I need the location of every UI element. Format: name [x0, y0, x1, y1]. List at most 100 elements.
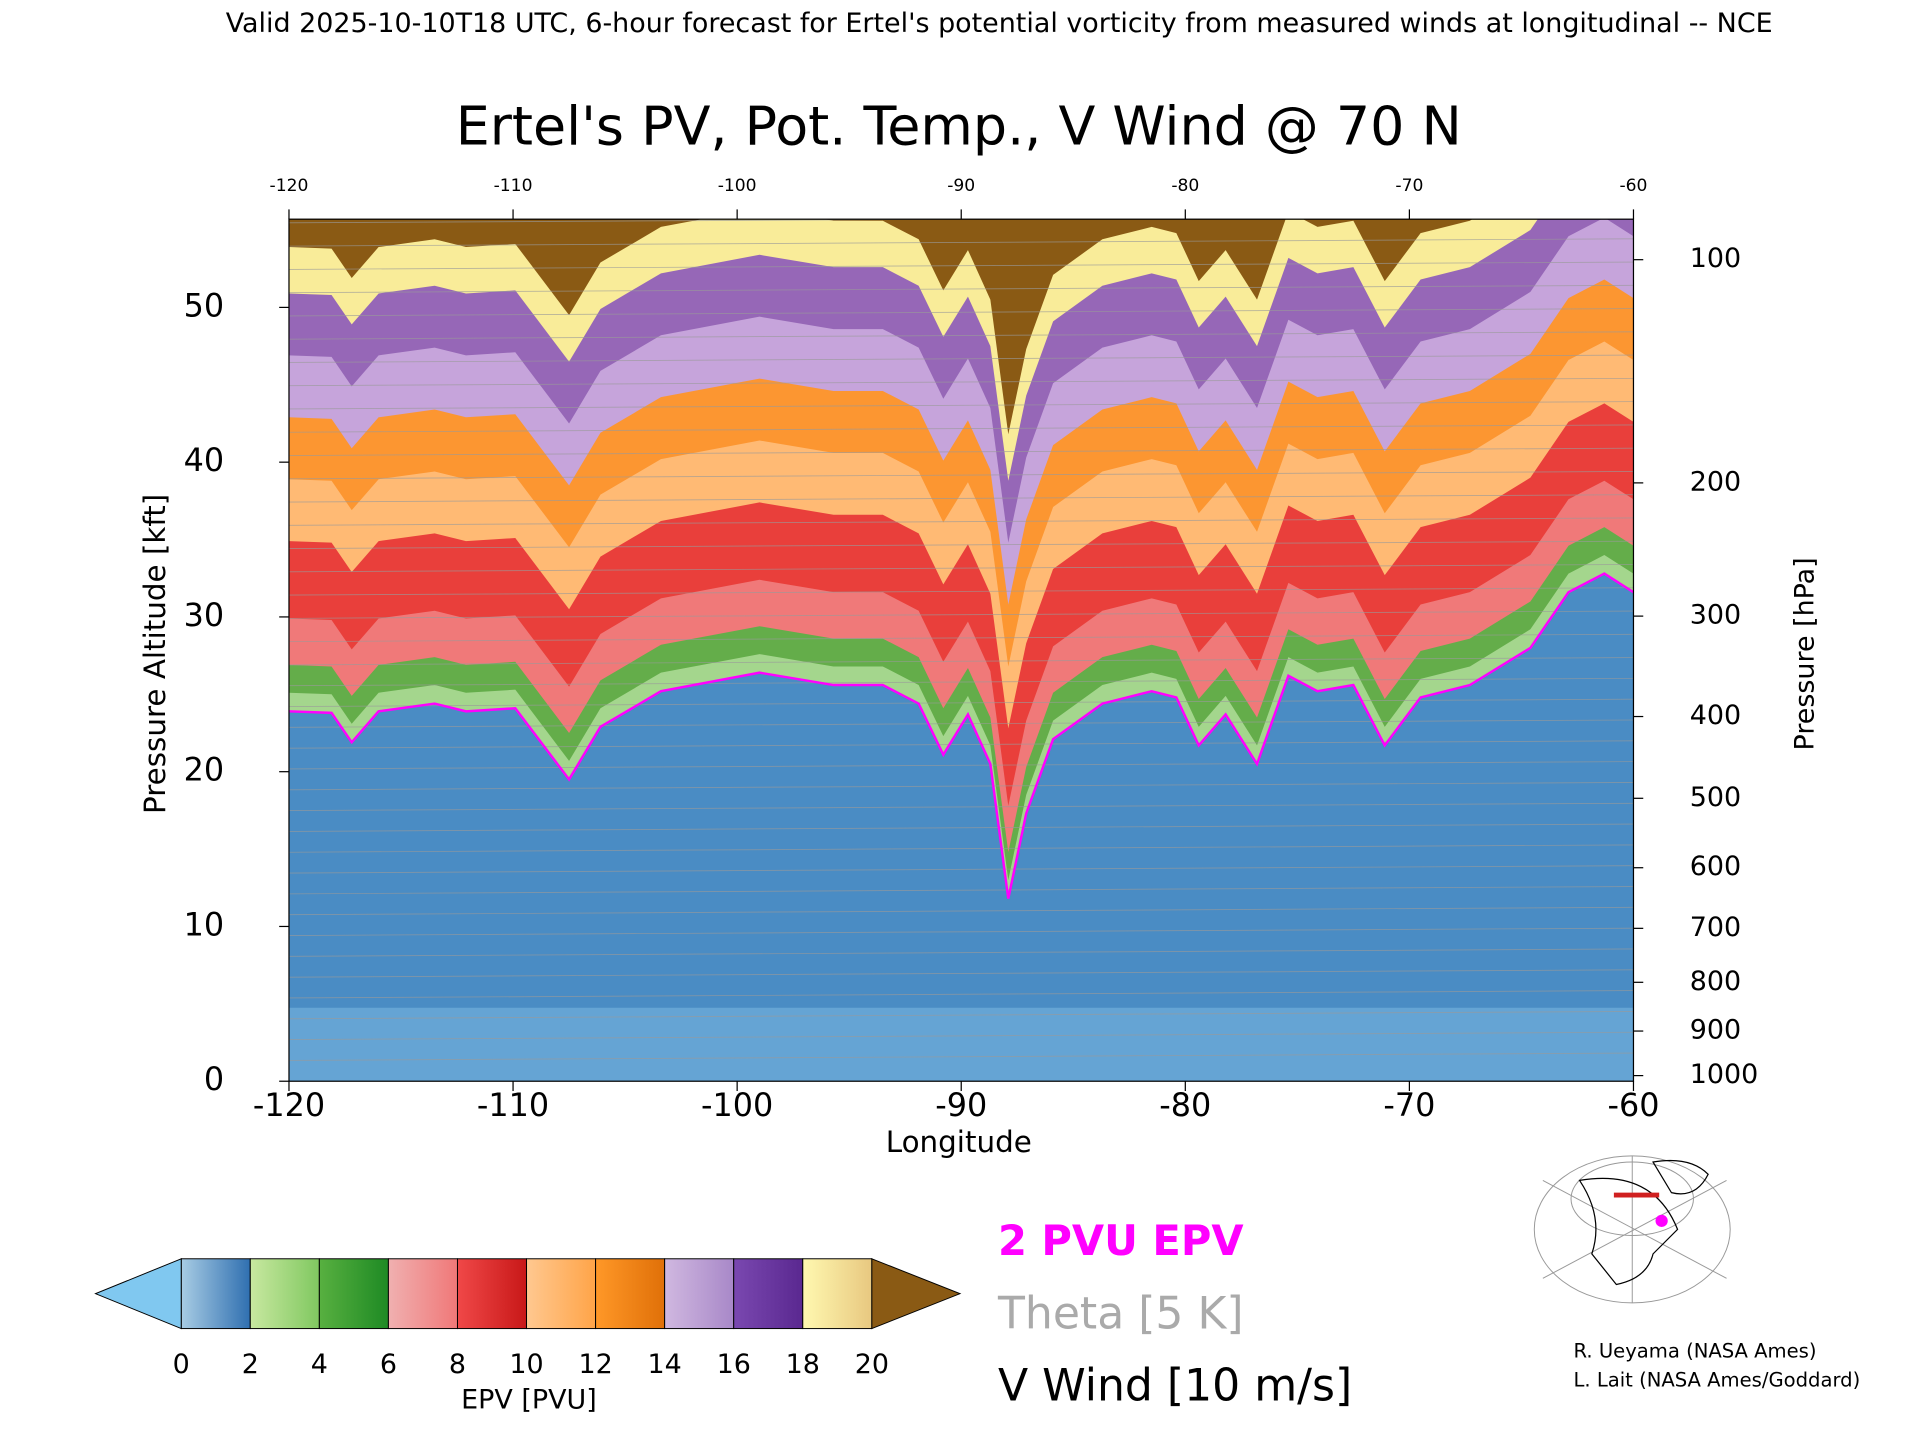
x-tick-label: -60 [1607, 1086, 1659, 1124]
colorbar-segment [249, 1258, 320, 1330]
inset-map [1533, 1155, 1731, 1304]
theta-line [288, 540, 1634, 549]
theta-line [288, 802, 1634, 812]
colorbar-tick-label: 10 [509, 1349, 543, 1380]
theta-line [288, 331, 1634, 340]
theta-line [288, 740, 1634, 749]
theta-line [288, 494, 1634, 503]
y2-tick-label: 900 [1690, 1015, 1741, 1046]
y2-tick-label: 400 [1690, 700, 1741, 731]
y-axis-label: Pressure Altitude [kft] [138, 494, 172, 814]
y-tick-label: 10 [184, 905, 225, 943]
credit: L. Lait (NASA Ames/Goddard) [1573, 1369, 1860, 1392]
colorbar-segment [180, 1258, 251, 1330]
x-tick-label: -90 [935, 1086, 987, 1124]
theta-line [288, 471, 1634, 480]
colorbar-tick-label: 4 [311, 1349, 328, 1380]
theta-line [288, 517, 1634, 526]
y-tick-label: 30 [184, 596, 225, 634]
colorbar-segment [387, 1258, 458, 1330]
legend-epv: 2 PVU EPV [998, 1216, 1244, 1265]
x2-tick-label: -70 [1395, 176, 1423, 196]
colorbar-segment [595, 1258, 666, 1330]
theta-line [288, 969, 1634, 978]
colorbar-under [94, 1258, 182, 1330]
theta-line [288, 990, 1634, 999]
colorbar-over [871, 1258, 962, 1330]
y-tick-label: 40 [184, 441, 225, 479]
colorbar-segment [802, 1258, 873, 1330]
x-tick-label: -100 [701, 1086, 773, 1124]
theta-line [288, 823, 1634, 832]
theta-line [288, 948, 1634, 957]
colorbar-segment [526, 1258, 597, 1330]
y2-tick-label: 700 [1690, 912, 1741, 943]
theta-line [288, 1031, 1634, 1041]
colorbar-segment [664, 1258, 735, 1330]
x-tick-label: -80 [1159, 1086, 1211, 1124]
colorbar-tick-label: 6 [380, 1349, 397, 1380]
colorbar-segment [456, 1258, 528, 1330]
y2-tick-label: 300 [1690, 600, 1741, 631]
x2-tick-label: -100 [718, 176, 757, 196]
colorbar-tick-label: 18 [786, 1349, 820, 1380]
theta-line [288, 354, 1634, 363]
x2-tick-label: -110 [494, 176, 533, 196]
theta-line [288, 906, 1634, 916]
theta-line [288, 1052, 1634, 1061]
theta-line [288, 219, 1040, 224]
x-tick-label: -110 [477, 1086, 549, 1124]
y2-tick-label: 600 [1690, 851, 1741, 882]
colorbar-segment [733, 1258, 804, 1330]
colorbar-tick-label: 20 [855, 1349, 889, 1380]
x2-tick-label: -60 [1619, 176, 1647, 196]
theta-line [288, 865, 1634, 874]
theta-line [288, 447, 1634, 456]
credit: R. Ueyama (NASA Ames) [1573, 1339, 1816, 1362]
theta-line [288, 677, 1634, 687]
colorbar-label: EPV [PVU] [461, 1384, 597, 1415]
theta-line [288, 564, 1634, 573]
legend-theta: Theta [5 K] [997, 1288, 1244, 1339]
theta-line [288, 1011, 1634, 1020]
theta-line [288, 610, 1634, 619]
x2-tick-label: -80 [1171, 176, 1199, 196]
y2-tick-label: 100 [1690, 243, 1741, 274]
theta-line [288, 761, 1634, 770]
x-tick-label: -70 [1383, 1086, 1435, 1124]
theta-line [288, 782, 1634, 791]
pv-band [288, 1007, 1634, 1082]
theta-line [288, 927, 1634, 936]
theta-line [288, 587, 1634, 596]
colorbar-tick-label: 14 [648, 1349, 682, 1380]
y-tick-label: 20 [184, 751, 225, 789]
theta-line [288, 401, 1634, 410]
colorbar-tick-label: 16 [717, 1349, 751, 1380]
y2-tick-label: 1000 [1690, 1059, 1759, 1090]
theta-line [288, 657, 1634, 666]
theta-line [288, 284, 1634, 294]
theta-line [288, 261, 1634, 270]
theta-line [288, 633, 1634, 643]
theta-line [288, 308, 1634, 317]
theta-line [288, 886, 1634, 895]
x-tick-label: -120 [253, 1086, 325, 1124]
colorbar-tick-label: 12 [578, 1349, 612, 1380]
theta-line [288, 238, 1634, 247]
theta-line [288, 844, 1634, 853]
y2-tick-label: 200 [1690, 466, 1741, 497]
plot-area [288, 219, 1634, 1082]
colorbar-tick-label: 0 [173, 1349, 190, 1380]
colorbar-tick-label: 8 [449, 1349, 466, 1380]
theta-line [288, 377, 1634, 387]
x-axis-label: Longitude [886, 1125, 1032, 1159]
x2-tick-label: -120 [270, 176, 309, 196]
chart-title: Ertel's PV, Pot. Temp., V Wind @ 70 N [456, 94, 1462, 157]
colorbar-segment [318, 1258, 389, 1330]
epv-line [288, 572, 1634, 899]
theta-line [288, 698, 1634, 707]
theta-line [288, 424, 1634, 433]
header: Valid 2025-10-10T18 UTC, 6-hour forecast… [226, 8, 1773, 39]
y2-tick-label: 800 [1690, 966, 1741, 997]
